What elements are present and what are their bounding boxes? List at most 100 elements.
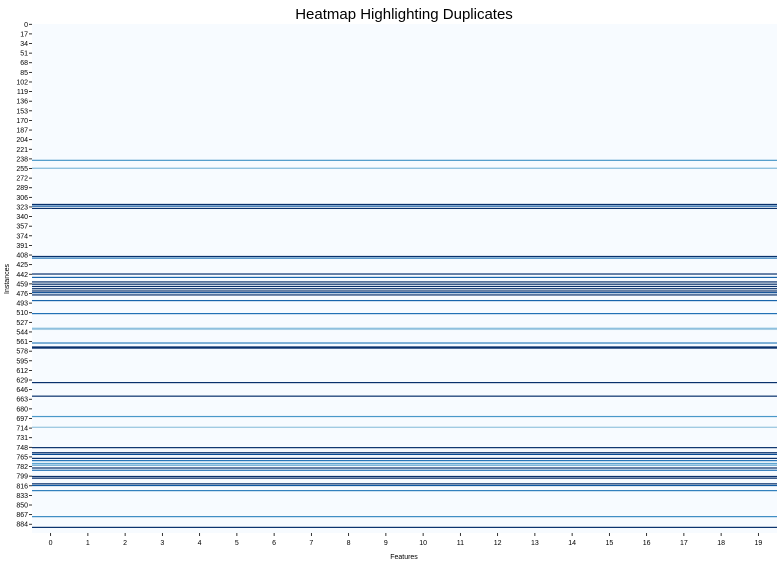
- x-axis-label: Features: [390, 554, 418, 561]
- duplicate-row: [32, 462, 777, 465]
- duplicate-row: [32, 447, 777, 449]
- y-tick-label: 663: [16, 397, 28, 404]
- y-tick-label: 544: [16, 329, 28, 336]
- x-tick-label: 6: [272, 540, 276, 547]
- y-tick-label: 510: [16, 310, 28, 317]
- duplicate-row: [32, 457, 777, 459]
- y-tick-label: 697: [16, 416, 28, 423]
- y-tick-label: 867: [16, 512, 28, 519]
- duplicate-row: [32, 281, 777, 283]
- duplicate-row: [32, 313, 777, 315]
- y-tick-label: 136: [16, 99, 28, 106]
- duplicate-row: [32, 159, 777, 161]
- y-tick-label: 68: [20, 60, 28, 67]
- y-tick-label: 714: [16, 426, 28, 433]
- duplicate-rows-layer: [32, 159, 777, 528]
- x-axis: 0 1 2 3 4 5 6 7 8 9 10 11 12 13 14 15 16 17 18 19: [49, 533, 762, 547]
- y-tick-label: 629: [16, 378, 28, 385]
- duplicate-row: [32, 290, 777, 292]
- duplicate-row: [32, 382, 777, 384]
- duplicate-row: [32, 255, 777, 258]
- y-tick-label: 357: [16, 224, 28, 231]
- y-tick-label: 799: [16, 474, 28, 481]
- y-tick-label: 34: [20, 41, 28, 48]
- duplicate-row: [32, 283, 777, 285]
- y-tick-label: 442: [16, 272, 28, 279]
- duplicate-row: [32, 203, 777, 206]
- y-tick-label: 782: [16, 464, 28, 471]
- duplicate-row: [32, 347, 777, 349]
- x-tick-label: 19: [754, 540, 762, 547]
- x-tick-label: 2: [123, 540, 127, 547]
- x-tick-label: 13: [531, 540, 539, 547]
- duplicate-row: [32, 426, 777, 428]
- x-tick-label: 7: [309, 540, 313, 547]
- y-tick-label: 289: [16, 185, 28, 192]
- duplicate-row: [32, 207, 777, 210]
- y-tick-label: 17: [20, 31, 28, 38]
- duplicate-row: [32, 205, 777, 207]
- y-tick-label: 340: [16, 214, 28, 221]
- duplicate-row: [32, 288, 777, 290]
- duplicate-row: [32, 292, 777, 294]
- y-tick-label: 595: [16, 358, 28, 365]
- y-tick-label: 374: [16, 233, 28, 240]
- duplicate-row: [32, 167, 777, 169]
- x-tick-label: 10: [419, 540, 427, 547]
- duplicate-row: [32, 299, 777, 302]
- heatmap-plot-area: [32, 24, 777, 533]
- duplicate-row: [32, 328, 777, 331]
- y-tick-label: 527: [16, 320, 28, 327]
- y-tick-label: 170: [16, 118, 28, 125]
- x-tick-label: 5: [235, 540, 239, 547]
- y-tick-label: 884: [16, 522, 28, 529]
- y-tick-label: 51: [20, 51, 28, 58]
- duplicate-row: [32, 477, 777, 479]
- duplicate-row: [32, 452, 777, 454]
- y-tick-label: 272: [16, 176, 28, 183]
- x-tick-label: 1: [86, 540, 90, 547]
- y-tick-label: 561: [16, 339, 28, 346]
- y-tick-label: 187: [16, 128, 28, 135]
- duplicate-row: [32, 483, 777, 485]
- y-tick-label: 748: [16, 445, 28, 452]
- duplicate-row: [32, 342, 777, 344]
- duplicate-row: [32, 464, 777, 466]
- x-tick-label: 17: [680, 540, 688, 547]
- y-tick-label: 493: [16, 301, 28, 308]
- duplicate-row: [32, 484, 777, 487]
- duplicate-row: [32, 526, 777, 528]
- y-tick-label: 833: [16, 493, 28, 500]
- x-tick-label: 12: [494, 540, 502, 547]
- y-tick-label: 0: [24, 22, 28, 29]
- chart-title: Heatmap Highlighting Duplicates: [295, 6, 513, 23]
- y-axis: 0 17 34 51 68 85 102 119 136 153 170 187 204 221 238 25…: [16, 22, 32, 529]
- duplicate-row: [32, 460, 777, 462]
- duplicate-row: [32, 453, 777, 456]
- duplicate-row: [32, 285, 777, 288]
- y-tick-label: 578: [16, 349, 28, 356]
- y-tick-label: 850: [16, 503, 28, 510]
- duplicate-row: [32, 273, 777, 275]
- y-tick-label: 323: [16, 204, 28, 211]
- duplicate-row: [32, 415, 777, 418]
- x-tick-label: 4: [198, 540, 202, 547]
- duplicate-row: [32, 490, 777, 492]
- duplicate-row: [32, 327, 777, 329]
- y-tick-label: 680: [16, 406, 28, 413]
- y-tick-label: 204: [16, 137, 28, 144]
- y-tick-label: 153: [16, 108, 28, 115]
- y-tick-label: 765: [16, 454, 28, 461]
- y-tick-label: 731: [16, 435, 28, 442]
- duplicate-row: [32, 395, 777, 397]
- x-tick-label: 9: [384, 540, 388, 547]
- y-tick-label: 612: [16, 368, 28, 375]
- x-tick-label: 18: [717, 540, 725, 547]
- x-tick-label: 14: [568, 540, 576, 547]
- y-tick-label: 85: [20, 70, 28, 77]
- y-tick-label: 459: [16, 281, 28, 288]
- duplicate-row: [32, 294, 777, 296]
- duplicate-row: [32, 467, 777, 469]
- duplicate-row: [32, 469, 777, 471]
